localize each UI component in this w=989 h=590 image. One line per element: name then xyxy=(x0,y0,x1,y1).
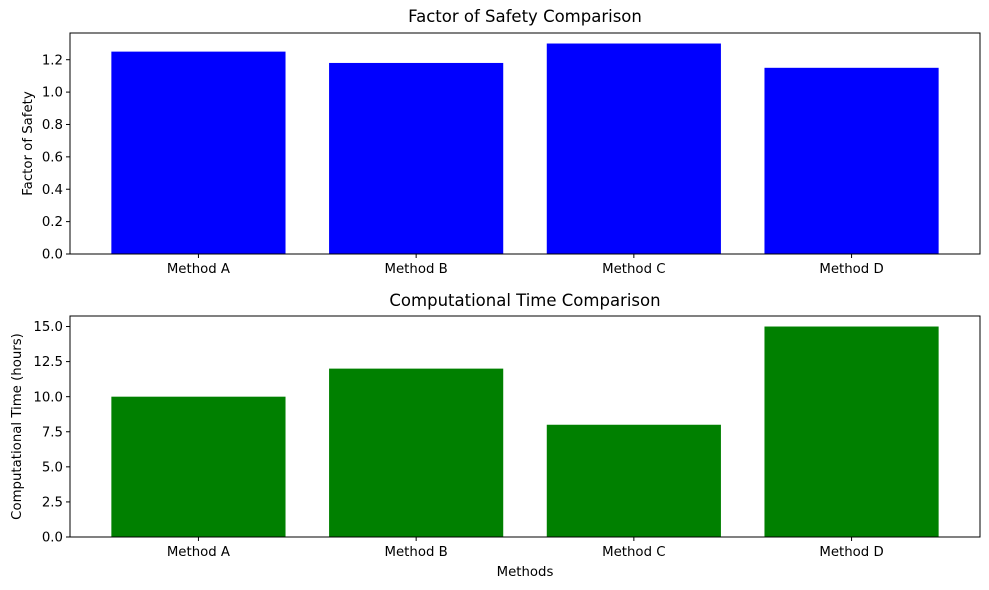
y-tick-label: 10.0 xyxy=(33,390,63,405)
bar-method-d xyxy=(764,67,939,254)
x-tick-label-method-b: Method B xyxy=(385,545,448,560)
chart-title: Computational Time Comparison xyxy=(389,291,660,310)
x-tick-label-method-d: Method D xyxy=(819,262,883,277)
axes-spines xyxy=(69,315,981,538)
bar-method-a xyxy=(111,51,286,255)
bar-method-d xyxy=(764,326,939,537)
y-tick-label: 0.0 xyxy=(42,531,63,546)
y-tick-label: 0.2 xyxy=(42,215,63,230)
y-tick-label: 0.4 xyxy=(42,183,63,198)
x-tick-label-method-a: Method A xyxy=(167,262,230,277)
bar-method-b xyxy=(329,62,504,255)
x-tick-label-method-d: Method D xyxy=(819,545,883,560)
bar-method-b xyxy=(329,368,504,537)
bar-method-c xyxy=(546,424,721,537)
x-axis-label: Methods xyxy=(497,565,554,580)
y-tick-label: 7.5 xyxy=(42,425,63,440)
y-tick-label: 0.6 xyxy=(42,150,63,165)
x-tick-label-method-c: Method C xyxy=(602,545,665,560)
y-tick-label: 2.5 xyxy=(42,496,63,511)
bar-method-a xyxy=(111,396,286,537)
y-tick-label: 0.8 xyxy=(42,118,63,133)
x-tick-label-method-b: Method B xyxy=(385,262,448,277)
computational-time-chart: 0.0 2.5 5.0 7.5 10.0 12.5 15.0 Method A Method B… xyxy=(10,291,981,580)
factor-of-safety-chart: 0.0 0.2 0.4 0.6 0.8 1.0 1.2 Method A Method B Met… xyxy=(21,7,981,277)
y-tick-label: 5.0 xyxy=(42,460,63,475)
x-tick-label-method-c: Method C xyxy=(602,262,665,277)
bar-method-c xyxy=(546,43,721,254)
y-axis-label: Computational Time (hours) xyxy=(10,333,25,520)
y-tick-label: 1.2 xyxy=(42,53,63,68)
x-tick-label-method-a: Method A xyxy=(167,545,230,560)
y-axis-label: Factor of Safety xyxy=(21,91,36,196)
axes-spines xyxy=(69,32,981,255)
y-tick-label: 12.5 xyxy=(33,355,63,370)
y-tick-label: 0.0 xyxy=(42,248,63,263)
chart-title: Factor of Safety Comparison xyxy=(408,7,642,26)
y-tick-label: 1.0 xyxy=(42,86,63,101)
y-tick-label: 15.0 xyxy=(33,320,63,335)
